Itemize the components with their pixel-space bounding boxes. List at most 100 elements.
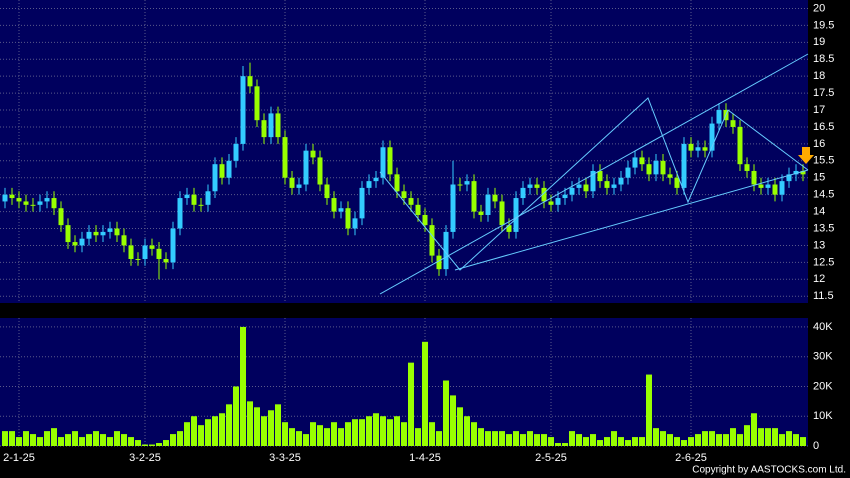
candle-body (681, 143, 687, 188)
volume-bar (716, 434, 722, 446)
candle-body (590, 170, 596, 192)
v-tick-label: 30K (813, 351, 833, 363)
volume-bar (170, 434, 176, 446)
candle-body (380, 147, 386, 178)
candle-body (65, 225, 71, 243)
x-tick-label: 1-4-25 (409, 452, 441, 464)
x-tick-label: 2-5-25 (535, 452, 567, 464)
candle-body (443, 231, 449, 270)
candle-body (317, 157, 323, 185)
candle-body (100, 231, 106, 236)
volume-bar (611, 431, 617, 446)
candle-body (9, 194, 15, 199)
candle-body (30, 204, 36, 206)
volume-bar (65, 434, 71, 446)
candle-body (716, 110, 722, 124)
candle-body (422, 214, 428, 226)
candle-body (114, 228, 120, 236)
candle-body (674, 177, 680, 188)
x-tick-label: 2-6-25 (675, 452, 707, 464)
y-tick-label: 17 (813, 104, 825, 116)
volume-bar (786, 431, 792, 446)
volume-bar (758, 428, 764, 446)
volume-bar (184, 422, 190, 446)
volume-bar (317, 425, 323, 446)
candle-body (667, 174, 673, 178)
candle-body (660, 160, 666, 175)
volume-bar (268, 410, 274, 446)
volume-bar (471, 422, 477, 446)
y-tick-label: 16.5 (813, 121, 834, 133)
candle-body (772, 184, 778, 195)
volume-bar (429, 422, 435, 446)
volume-bar (779, 434, 785, 446)
candle-body (450, 184, 456, 232)
volume-bar (331, 422, 337, 446)
volume-bar (23, 431, 29, 446)
candle-body (51, 198, 57, 209)
volume-bar (464, 416, 470, 446)
volume-bar (408, 362, 414, 446)
candle-body (184, 194, 190, 199)
candle-body (247, 76, 253, 87)
volume-bar (366, 416, 372, 446)
volume-bar (282, 422, 288, 446)
candle-body (534, 184, 540, 188)
y-tick-label: 13.5 (813, 222, 834, 234)
candle-body (289, 177, 295, 188)
candle-body (345, 208, 351, 229)
candle-body (275, 113, 281, 138)
v-tick-label: 20K (813, 380, 833, 392)
candle-body (576, 184, 582, 188)
volume-bar (457, 407, 463, 446)
candle-body (639, 157, 645, 165)
candle-body (562, 194, 568, 199)
candle-body (2, 194, 8, 202)
candle-body (373, 177, 379, 182)
volume-bar (226, 404, 232, 446)
candle-body (156, 248, 162, 259)
candle-body (86, 231, 92, 239)
candle-body (261, 120, 267, 138)
candle-body (604, 181, 610, 188)
candle-body (226, 160, 232, 178)
volume-bar (548, 437, 554, 446)
volume-bar (653, 428, 659, 446)
candle-body (786, 174, 792, 182)
volume-bar (394, 416, 400, 446)
volume-bar (625, 440, 631, 446)
volume-bar (478, 428, 484, 446)
candle-body (702, 147, 708, 151)
volume-bar (86, 434, 92, 446)
volume-bar (58, 437, 64, 446)
volume-bar (660, 431, 666, 446)
volume-bar (639, 437, 645, 446)
candle-body (338, 208, 344, 212)
volume-bar (254, 407, 260, 446)
volume-bar (156, 443, 162, 446)
candle-body (191, 194, 197, 205)
volume-bar (702, 431, 708, 446)
candle-body (436, 255, 442, 270)
volume-bar (72, 431, 78, 446)
candle-body (779, 181, 785, 195)
volume-bar (345, 422, 351, 446)
volume-bar (352, 419, 358, 446)
volume-bar (534, 434, 540, 446)
v-tick-label: 0 (813, 440, 819, 452)
volume-bar (205, 419, 211, 446)
candle-body (541, 187, 547, 202)
candle-body (751, 170, 757, 185)
volume-bar (562, 443, 568, 446)
volume-bar (604, 437, 610, 446)
candle-body (149, 245, 155, 249)
candle-body (597, 170, 603, 182)
y-tick-label: 18 (813, 70, 825, 82)
candle-body (170, 228, 176, 263)
candle-body (527, 184, 533, 188)
volume-bar (674, 437, 680, 446)
candle-body (695, 147, 701, 151)
volume-bar (632, 437, 638, 446)
y-tick-label: 13 (813, 239, 825, 251)
